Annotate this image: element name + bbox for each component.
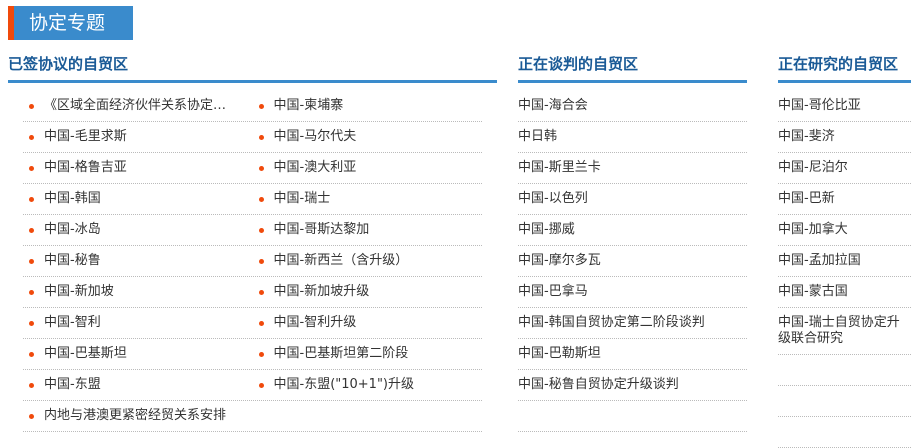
fta-link[interactable]: 中国-冰岛 <box>23 215 253 245</box>
fta-link[interactable]: 中国-摩尔多瓦 <box>518 246 747 277</box>
fta-link[interactable]: 中国-蒙古国 <box>778 277 911 308</box>
fta-link[interactable]: 中国-新加坡升级 <box>253 277 483 307</box>
empty-row <box>778 386 911 417</box>
table-row: 中国-新加坡 中国-新加坡升级 <box>23 277 482 308</box>
signed-fta-heading: 已签协议的自贸区 <box>8 50 497 83</box>
fta-link[interactable]: 中国-以色列 <box>518 184 747 215</box>
table-row: 中国-东盟 中国-东盟("10+1")升级 <box>23 370 482 401</box>
researching-fta-section: 正在研究的自贸区 中国-哥伦比亚 中国-斐济 中国-尼泊尔 中国-巴新 中国-加拿大 中国… <box>778 50 911 448</box>
fta-link[interactable]: 中国-东盟("10+1")升级 <box>253 370 483 400</box>
fta-link[interactable]: 中国-巴拿马 <box>518 277 747 308</box>
fta-link[interactable]: 中国-巴勒斯坦 <box>518 339 747 370</box>
fta-link[interactable]: 中国-新加坡 <box>23 277 253 307</box>
fta-link[interactable]: 中国-尼泊尔 <box>778 153 911 184</box>
fta-link[interactable]: 中国-瑞士自贸协定升级联合研究 <box>778 308 911 355</box>
fta-link[interactable]: 中国-马尔代夫 <box>253 122 483 152</box>
fta-link[interactable]: 中国-柬埔寨 <box>253 91 483 121</box>
fta-link[interactable]: 中国-秘鲁自贸协定升级谈判 <box>518 370 747 401</box>
fta-link[interactable]: 中国-斯里兰卡 <box>518 153 747 184</box>
fta-link[interactable]: 中国-韩国自贸协定第二阶段谈判 <box>518 308 747 339</box>
fta-link[interactable]: 中国-哥斯达黎加 <box>253 215 483 245</box>
fta-link[interactable]: 中日韩 <box>518 122 747 153</box>
table-row: 《区域全面经济伙伴关系协定… 中国-柬埔寨 <box>23 91 482 122</box>
page-title: 协定专题 <box>8 6 133 40</box>
fta-link[interactable]: 中国-海合会 <box>518 91 747 122</box>
fta-link[interactable]: 中国-智利升级 <box>253 308 483 338</box>
fta-link[interactable]: 中国-格鲁吉亚 <box>23 153 253 183</box>
fta-link[interactable]: 中国-孟加拉国 <box>778 246 911 277</box>
fta-link[interactable]: 中国-东盟 <box>23 370 253 400</box>
table-row: 中国-韩国 中国-瑞士 <box>23 184 482 215</box>
fta-link[interactable]: 中国-韩国 <box>23 184 253 214</box>
fta-link[interactable]: 中国-挪威 <box>518 215 747 246</box>
fta-link[interactable]: 中国-毛里求斯 <box>23 122 253 152</box>
empty-row <box>778 355 911 386</box>
fta-link[interactable]: 中国-斐济 <box>778 122 911 153</box>
table-row: 中国-毛里求斯 中国-马尔代夫 <box>23 122 482 153</box>
signed-fta-section: 已签协议的自贸区 《区域全面经济伙伴关系协定… 中国-柬埔寨 中国-毛里求斯 中国-马… <box>8 50 497 432</box>
fta-link[interactable]: 中国-加拿大 <box>778 215 911 246</box>
fta-link[interactable]: 中国-巴新 <box>778 184 911 215</box>
researching-fta-heading: 正在研究的自贸区 <box>778 50 911 83</box>
empty-row <box>518 401 747 432</box>
table-row: 中国-智利 中国-智利升级 <box>23 308 482 339</box>
table-row: 中国-巴基斯坦 中国-巴基斯坦第二阶段 <box>23 339 482 370</box>
table-row: 中国-冰岛 中国-哥斯达黎加 <box>23 215 482 246</box>
negotiating-fta-section: 正在谈判的自贸区 中国-海合会 中日韩 中国-斯里兰卡 中国-以色列 中国-挪威 中国-摩… <box>518 50 747 432</box>
table-row: 中国-格鲁吉亚 中国-澳大利亚 <box>23 153 482 184</box>
fta-link[interactable]: 中国-新西兰（含升级） <box>253 246 483 276</box>
fta-link[interactable]: 中国-秘鲁 <box>23 246 253 276</box>
table-row: 中国-秘鲁 中国-新西兰（含升级） <box>23 246 482 277</box>
fta-link[interactable]: 中国-澳大利亚 <box>253 153 483 183</box>
fta-link[interactable]: 中国-智利 <box>23 308 253 338</box>
fta-link[interactable]: 中国-瑞士 <box>253 184 483 214</box>
fta-link[interactable]: 内地与港澳更紧密经贸关系安排 <box>23 401 253 431</box>
fta-link[interactable]: 《区域全面经济伙伴关系协定… <box>23 91 253 121</box>
negotiating-fta-heading: 正在谈判的自贸区 <box>518 50 747 83</box>
empty-row <box>778 417 911 448</box>
table-row: 内地与港澳更紧密经贸关系安排 <box>23 401 482 432</box>
fta-link[interactable]: 中国-巴基斯坦第二阶段 <box>253 339 483 369</box>
fta-link[interactable]: 中国-巴基斯坦 <box>23 339 253 369</box>
fta-link[interactable]: 中国-哥伦比亚 <box>778 91 911 122</box>
